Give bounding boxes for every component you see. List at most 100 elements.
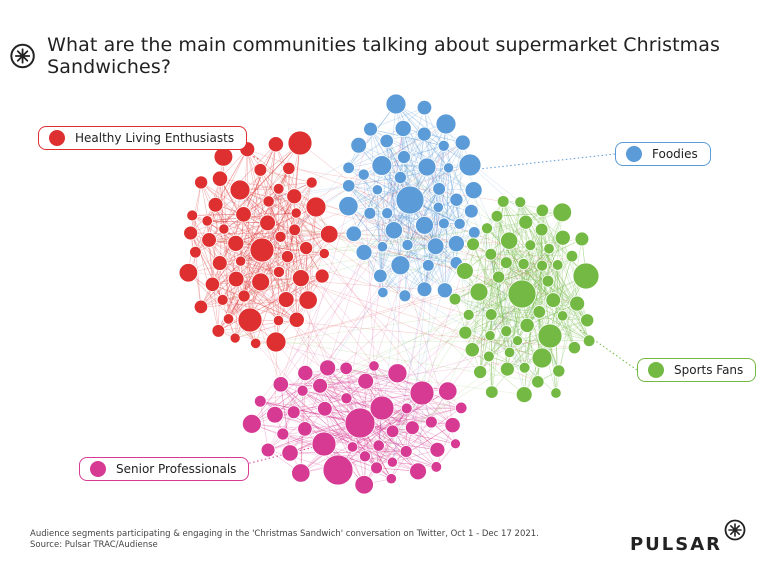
network-edge bbox=[329, 142, 463, 235]
legend-label: Senior Professionals bbox=[116, 462, 237, 476]
network-edge bbox=[363, 408, 408, 485]
network-edge bbox=[508, 240, 560, 372]
network-edge bbox=[246, 149, 279, 321]
network-edge bbox=[520, 201, 563, 238]
foodies-node bbox=[394, 119, 412, 137]
pulsar-logo-icon bbox=[10, 43, 35, 69]
network-edge bbox=[542, 210, 575, 348]
network-edge bbox=[200, 260, 241, 308]
network-edge bbox=[524, 265, 543, 368]
network-edge bbox=[219, 178, 287, 300]
foodies-node bbox=[373, 268, 388, 284]
senior-node bbox=[297, 421, 313, 437]
network-edge bbox=[285, 168, 290, 300]
network-edge bbox=[192, 214, 244, 216]
sports-node bbox=[464, 342, 480, 358]
network-edge bbox=[370, 128, 444, 147]
network-edge bbox=[353, 233, 406, 296]
network-edge bbox=[365, 380, 438, 451]
healthy-node bbox=[288, 311, 305, 328]
network-edge bbox=[278, 320, 575, 348]
healthy-node bbox=[211, 170, 229, 187]
network-edge bbox=[305, 372, 462, 409]
foodies-node bbox=[363, 206, 377, 220]
sports-node bbox=[519, 317, 535, 333]
network-edge bbox=[260, 206, 317, 283]
senior-node bbox=[450, 438, 461, 450]
network-edge bbox=[365, 381, 393, 463]
network-edge bbox=[403, 128, 463, 143]
network-edge bbox=[490, 254, 493, 393]
network-edge bbox=[260, 400, 432, 423]
sports-node bbox=[552, 364, 566, 378]
healthy-node bbox=[299, 241, 314, 255]
network-edge bbox=[324, 408, 366, 457]
sports-node bbox=[517, 257, 530, 271]
network-edge bbox=[190, 201, 269, 234]
senior-node bbox=[385, 473, 397, 485]
healthy-node bbox=[222, 313, 235, 325]
foodies-node bbox=[401, 238, 414, 251]
network-edge bbox=[478, 238, 583, 293]
network-edge bbox=[472, 244, 518, 341]
network-edge bbox=[496, 212, 563, 217]
network-edge bbox=[490, 253, 572, 257]
healthy-node bbox=[193, 299, 209, 315]
healthy-node bbox=[253, 163, 268, 177]
network-edge bbox=[346, 398, 456, 445]
network-edge bbox=[376, 408, 408, 468]
sports-node bbox=[469, 282, 489, 302]
senior-node bbox=[339, 361, 353, 376]
network-edge bbox=[412, 315, 563, 428]
healthy-node bbox=[178, 263, 199, 283]
healthy-node bbox=[227, 270, 245, 288]
sports-node bbox=[572, 262, 600, 290]
network-edge bbox=[370, 107, 425, 130]
network-edge bbox=[260, 199, 411, 402]
network-edge bbox=[319, 275, 587, 387]
sports-node bbox=[484, 330, 496, 342]
network-edge bbox=[275, 182, 312, 343]
senior-node bbox=[424, 415, 438, 429]
network-edge bbox=[293, 392, 423, 413]
network-edge bbox=[212, 222, 268, 285]
network-edge bbox=[285, 142, 301, 300]
network-edge bbox=[506, 248, 550, 263]
network-edge bbox=[438, 188, 457, 244]
network-edge bbox=[235, 278, 279, 321]
foodies-node bbox=[426, 237, 445, 255]
healthy-node bbox=[259, 214, 276, 232]
foodies-node bbox=[422, 259, 435, 272]
healthy-node bbox=[249, 237, 275, 263]
foodies-node bbox=[467, 226, 481, 239]
network-edge bbox=[395, 103, 463, 143]
network-edge bbox=[346, 128, 404, 399]
network-edge bbox=[381, 165, 446, 291]
senior-node bbox=[454, 401, 468, 415]
foodies-node bbox=[357, 168, 370, 181]
senior-node bbox=[409, 380, 435, 406]
network-edge bbox=[404, 265, 429, 296]
senior-node bbox=[241, 413, 262, 434]
network-edge bbox=[327, 367, 353, 448]
sports-node bbox=[537, 323, 563, 349]
network-edge bbox=[376, 265, 401, 468]
sports-node bbox=[565, 249, 579, 263]
network-edge bbox=[235, 206, 317, 244]
sports-node bbox=[551, 259, 564, 271]
network-edge bbox=[352, 392, 423, 448]
sports-node bbox=[492, 270, 506, 284]
healthy-node bbox=[314, 268, 330, 284]
healthy-node bbox=[286, 188, 303, 205]
network-edge bbox=[235, 223, 444, 244]
network-edge bbox=[255, 182, 312, 344]
senior-node bbox=[409, 462, 427, 481]
senior-node bbox=[372, 439, 385, 452]
network-edge bbox=[406, 408, 438, 450]
sports-node bbox=[456, 262, 474, 280]
network-edge bbox=[324, 408, 365, 485]
network-edge bbox=[424, 243, 457, 290]
network-edge bbox=[377, 189, 408, 246]
senior-node bbox=[317, 401, 333, 417]
senior-node bbox=[281, 444, 299, 462]
